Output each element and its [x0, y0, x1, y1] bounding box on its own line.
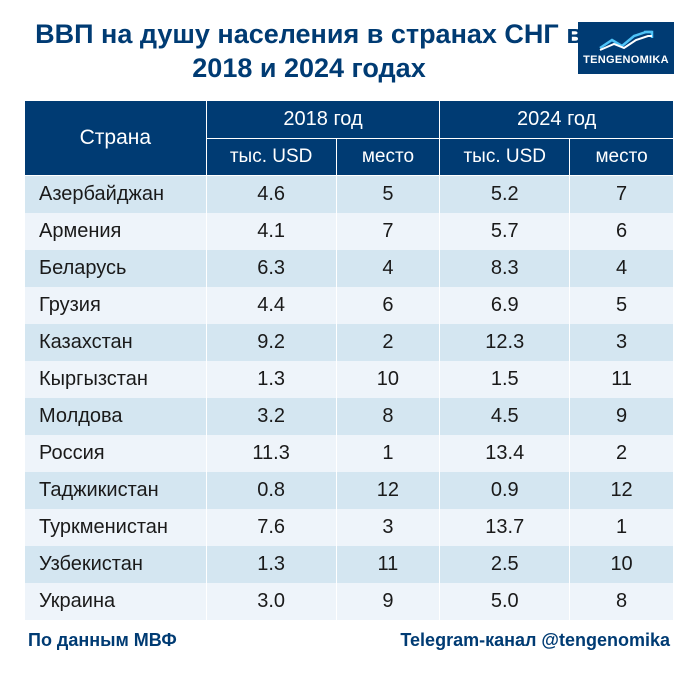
cell-country: Туркменистан: [25, 509, 207, 546]
header-usd-2024: тыс. USD: [440, 138, 570, 175]
cell-rank-2024: 1: [570, 509, 674, 546]
cell-usd-2018: 0.8: [206, 472, 336, 509]
cell-rank-2018: 3: [336, 509, 440, 546]
cell-usd-2024: 13.7: [440, 509, 570, 546]
header-rank-2018: место: [336, 138, 440, 175]
cell-rank-2018: 6: [336, 287, 440, 324]
cell-usd-2018: 4.4: [206, 287, 336, 324]
table-row: Молдова3.284.59: [25, 398, 674, 435]
table-row: Казахстан9.2212.33: [25, 324, 674, 361]
cell-country: Беларусь: [25, 250, 207, 287]
table-container: ВВП на душу населения в странах СНГ в 20…: [0, 0, 698, 663]
cell-usd-2024: 0.9: [440, 472, 570, 509]
cell-country: Узбекистан: [25, 546, 207, 583]
cell-rank-2024: 4: [570, 250, 674, 287]
cell-usd-2024: 12.3: [440, 324, 570, 361]
cell-rank-2024: 11: [570, 361, 674, 398]
cell-country: Азербайджан: [25, 175, 207, 213]
cell-rank-2024: 7: [570, 175, 674, 213]
header: ВВП на душу населения в странах СНГ в 20…: [24, 18, 674, 86]
cell-usd-2018: 3.2: [206, 398, 336, 435]
cell-country: Россия: [25, 435, 207, 472]
header-year-2018: 2018 год: [206, 100, 440, 138]
cell-usd-2024: 13.4: [440, 435, 570, 472]
table-row: Украина3.095.08: [25, 583, 674, 620]
header-usd-2018: тыс. USD: [206, 138, 336, 175]
cell-rank-2018: 9: [336, 583, 440, 620]
cell-usd-2018: 3.0: [206, 583, 336, 620]
cell-country: Молдова: [25, 398, 207, 435]
header-year-2024: 2024 год: [440, 100, 674, 138]
footer-source: По данным МВФ: [28, 630, 177, 651]
cell-usd-2018: 6.3: [206, 250, 336, 287]
cell-usd-2018: 4.1: [206, 213, 336, 250]
cell-rank-2018: 4: [336, 250, 440, 287]
cell-rank-2018: 1: [336, 435, 440, 472]
cell-rank-2024: 8: [570, 583, 674, 620]
table-row: Беларусь6.348.34: [25, 250, 674, 287]
cell-usd-2024: 5.7: [440, 213, 570, 250]
cell-usd-2018: 9.2: [206, 324, 336, 361]
cell-usd-2024: 1.5: [440, 361, 570, 398]
cell-country: Таджикистан: [25, 472, 207, 509]
cell-usd-2024: 4.5: [440, 398, 570, 435]
gdp-table: Страна 2018 год 2024 год тыс. USD место …: [24, 100, 674, 620]
table-row: Грузия4.466.95: [25, 287, 674, 324]
cell-rank-2018: 8: [336, 398, 440, 435]
cell-rank-2024: 6: [570, 213, 674, 250]
logo-text: TENGENOMIKA: [583, 54, 669, 66]
cell-usd-2024: 5.2: [440, 175, 570, 213]
cell-usd-2024: 2.5: [440, 546, 570, 583]
cell-rank-2018: 2: [336, 324, 440, 361]
cell-rank-2024: 5: [570, 287, 674, 324]
cell-rank-2018: 7: [336, 213, 440, 250]
header-country: Страна: [25, 100, 207, 175]
table-row: Узбекистан1.3112.510: [25, 546, 674, 583]
table-row: Армения4.175.76: [25, 213, 674, 250]
table-row: Таджикистан0.8120.912: [25, 472, 674, 509]
cell-rank-2024: 3: [570, 324, 674, 361]
cell-usd-2024: 6.9: [440, 287, 570, 324]
table-row: Туркменистан7.6313.71: [25, 509, 674, 546]
page-title: ВВП на душу населения в странах СНГ в 20…: [24, 18, 674, 86]
table-row: Россия11.3113.42: [25, 435, 674, 472]
cell-usd-2018: 1.3: [206, 546, 336, 583]
cell-country: Армения: [25, 213, 207, 250]
logo: TENGENOMIKA: [578, 22, 674, 74]
cell-usd-2024: 8.3: [440, 250, 570, 287]
cell-usd-2018: 11.3: [206, 435, 336, 472]
cell-rank-2024: 2: [570, 435, 674, 472]
cell-usd-2018: 7.6: [206, 509, 336, 546]
cell-country: Грузия: [25, 287, 207, 324]
cell-rank-2018: 10: [336, 361, 440, 398]
chart-line-icon: [598, 30, 654, 52]
cell-usd-2024: 5.0: [440, 583, 570, 620]
cell-usd-2018: 4.6: [206, 175, 336, 213]
table-body: Азербайджан4.655.27Армения4.175.76Белару…: [25, 175, 674, 620]
cell-rank-2018: 11: [336, 546, 440, 583]
cell-rank-2024: 9: [570, 398, 674, 435]
cell-usd-2018: 1.3: [206, 361, 336, 398]
table-row: Кыргызстан1.3101.511: [25, 361, 674, 398]
cell-rank-2018: 12: [336, 472, 440, 509]
footer-channel: Telegram-канал @tengenomika: [400, 630, 670, 651]
cell-rank-2024: 12: [570, 472, 674, 509]
cell-country: Украина: [25, 583, 207, 620]
footer: По данным МВФ Telegram-канал @tengenomik…: [24, 630, 674, 651]
cell-rank-2018: 5: [336, 175, 440, 213]
header-rank-2024: место: [570, 138, 674, 175]
cell-country: Казахстан: [25, 324, 207, 361]
cell-country: Кыргызстан: [25, 361, 207, 398]
table-row: Азербайджан4.655.27: [25, 175, 674, 213]
cell-rank-2024: 10: [570, 546, 674, 583]
